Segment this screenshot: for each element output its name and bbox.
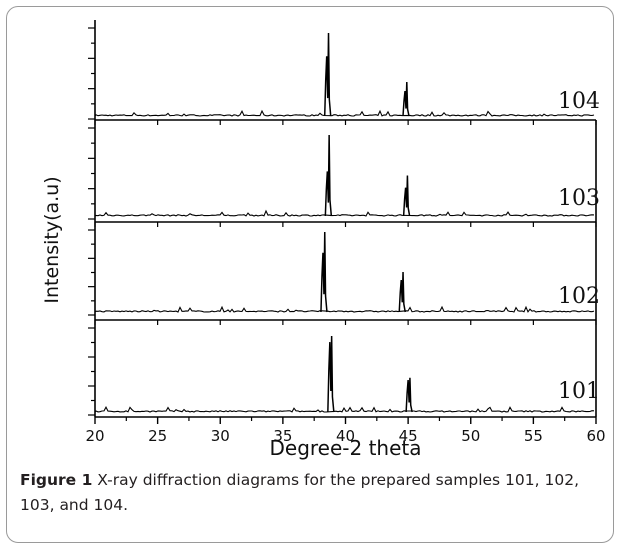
x-tick-label: 55: [524, 427, 543, 445]
sample-102-label: 102: [558, 284, 600, 309]
sample-103-peak-2: [402, 175, 411, 217]
x-tick-label: 45: [399, 427, 418, 445]
figure-card: [6, 6, 614, 543]
sample-102-peak-1: [320, 231, 328, 313]
x-tick-label: 30: [211, 427, 230, 445]
x-tick-label: 20: [85, 427, 104, 445]
sample-104-peak-1: [323, 32, 332, 117]
x-tick-label: 60: [586, 427, 605, 445]
x-axis-label: Degree-2 theta: [269, 436, 421, 460]
sample-103-label: 103: [558, 186, 600, 211]
sample-101-peak-1: [327, 335, 335, 413]
xrd-chart: 20 25 30 35 40 45 50 55 60 Degree-2 theta Intensit…: [41, 20, 606, 460]
y-axis-label: Intensity(a.u): [41, 176, 63, 303]
sample-103-baseline-trace: [94, 209, 595, 217]
sample-104-label: 104: [558, 89, 600, 114]
x-tick-label: 35: [273, 427, 292, 445]
sample-101-label: 101: [558, 379, 600, 404]
sample-104-baseline-trace: [94, 109, 595, 117]
figure-caption-label: Figure 1: [20, 471, 93, 489]
x-tick-label: 25: [148, 427, 167, 445]
sample-102-peak-2: [398, 271, 406, 313]
x-tick-label: 40: [336, 427, 355, 445]
sample-104-peak-2: [402, 81, 410, 117]
x-tick-label: 50: [461, 427, 480, 445]
sample-103-peak-1: [324, 134, 333, 217]
figure-caption: Figure 1 X-ray diffraction diagrams for …: [20, 468, 605, 518]
figure-caption-text: X-ray diffraction diagrams for the prepa…: [20, 471, 579, 514]
sample-101-peak-2: [405, 377, 413, 413]
sample-101-baseline-trace: [94, 406, 595, 413]
sample-102-baseline-trace: [94, 305, 595, 313]
